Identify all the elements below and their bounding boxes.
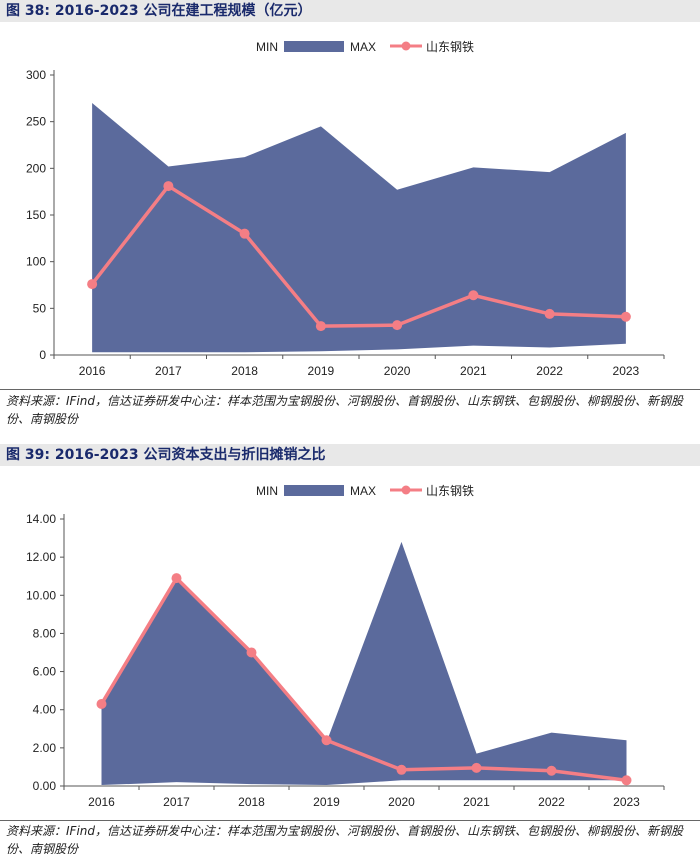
x-tick-label: 2021: [460, 364, 487, 378]
figure-38-title-text: 2016-2023 公司在建工程规模（亿元）: [54, 3, 312, 19]
y-tick-label: 12.00: [26, 550, 56, 564]
figure-39-source-note: 资料来源：IFind，信达证券研发中心注：样本范围为宝钢股份、河钢股份、首钢股份…: [6, 824, 684, 856]
x-tick-label: 2019: [313, 795, 340, 809]
y-tick-label: 200: [26, 161, 46, 175]
legend-marker: [401, 485, 411, 495]
x-tick-label: 2023: [613, 364, 640, 378]
x-tick-label: 2021: [463, 795, 490, 809]
company-point: [621, 775, 632, 786]
figure-38-title: 图 38: 2016-2023 公司在建工程规模（亿元）: [0, 0, 700, 22]
legend-marker: [401, 41, 411, 51]
y-tick-label: 0.00: [33, 779, 57, 793]
company-point: [396, 764, 407, 775]
company-point: [620, 311, 631, 322]
company-point: [96, 698, 107, 709]
company-point: [321, 735, 332, 746]
x-tick-label: 2022: [536, 364, 563, 378]
y-tick-label: 8.00: [33, 626, 57, 640]
company-point: [544, 308, 555, 319]
x-tick-label: 2019: [308, 364, 335, 378]
figure-39-source-rule: [0, 820, 700, 821]
x-tick-label: 2022: [538, 795, 565, 809]
company-point: [315, 321, 326, 332]
company-line: [90, 184, 626, 328]
figure-39-number: 图 39:: [6, 447, 50, 463]
y-tick-label: 2.00: [33, 741, 57, 755]
legend: MIN MAX 山东钢铁: [256, 40, 474, 54]
figure-38-source-rule: [0, 389, 700, 390]
figure-38-source-note: 资料来源：IFind，信达证券研发中心注：样本范围为宝钢股份、河钢股份、首钢股份…: [6, 394, 684, 426]
company-point: [246, 647, 257, 658]
x-tick-label: 2016: [88, 795, 115, 809]
company-point: [471, 762, 482, 773]
figure-38-number: 图 38:: [6, 3, 50, 19]
x-tick-label: 2017: [155, 364, 182, 378]
company-point: [171, 573, 182, 584]
company-point: [546, 765, 557, 776]
x-tick-label: 2018: [238, 795, 265, 809]
company-point: [163, 181, 174, 192]
min-max-band: [101, 541, 627, 786]
legend-label-min: MIN: [256, 484, 278, 498]
company-line: [99, 576, 627, 783]
y-tick-label: 10.00: [26, 588, 56, 602]
chart-construction-scale: MIN MAX 山东钢铁 0 50 100 150 200 250 300 2016 2017 2018…: [26, 40, 665, 378]
legend-swatch-area: [284, 41, 344, 52]
y-tick-label: 100: [26, 255, 46, 269]
y-tick-label: 300: [26, 68, 46, 82]
legend: MIN MAX 山东钢铁: [256, 484, 474, 498]
company-point: [468, 290, 479, 301]
x-tick-label: 2020: [384, 364, 411, 378]
chart-capex-depreciation-ratio: MIN MAX 山东钢铁 0.00 2.00 4.00 6.00 8.00 10.00 12.00…: [26, 484, 665, 809]
legend-label-company: 山东钢铁: [426, 40, 474, 54]
x-tick-label: 2017: [163, 795, 190, 809]
y-tick-label: 14.00: [26, 512, 56, 526]
legend-label-max: MAX: [350, 40, 376, 54]
company-point: [239, 228, 250, 239]
legend-label-min: MIN: [256, 40, 278, 54]
min-max-band: [92, 103, 626, 353]
legend-label-max: MAX: [350, 484, 376, 498]
x-tick-label: 2018: [231, 364, 258, 378]
legend-swatch-area: [284, 485, 344, 496]
y-tick-label: 4.00: [33, 703, 57, 717]
figure-39-title-text: 2016-2023 公司资本支出与折旧摊销之比: [54, 447, 326, 463]
y-tick-label: 50: [33, 301, 47, 315]
x-tick-label: 2020: [388, 795, 415, 809]
x-tick-label: 2023: [613, 795, 640, 809]
figure-39-title: 图 39: 2016-2023 公司资本支出与折旧摊销之比: [0, 444, 700, 466]
y-tick-label: 0: [39, 348, 46, 362]
company-point: [87, 279, 98, 290]
company-point: [392, 320, 403, 331]
y-tick-label: 6.00: [33, 665, 57, 679]
legend-label-company: 山东钢铁: [426, 484, 474, 498]
x-tick-label: 2016: [79, 364, 106, 378]
y-tick-label: 250: [26, 115, 46, 129]
y-tick-label: 150: [26, 208, 46, 222]
